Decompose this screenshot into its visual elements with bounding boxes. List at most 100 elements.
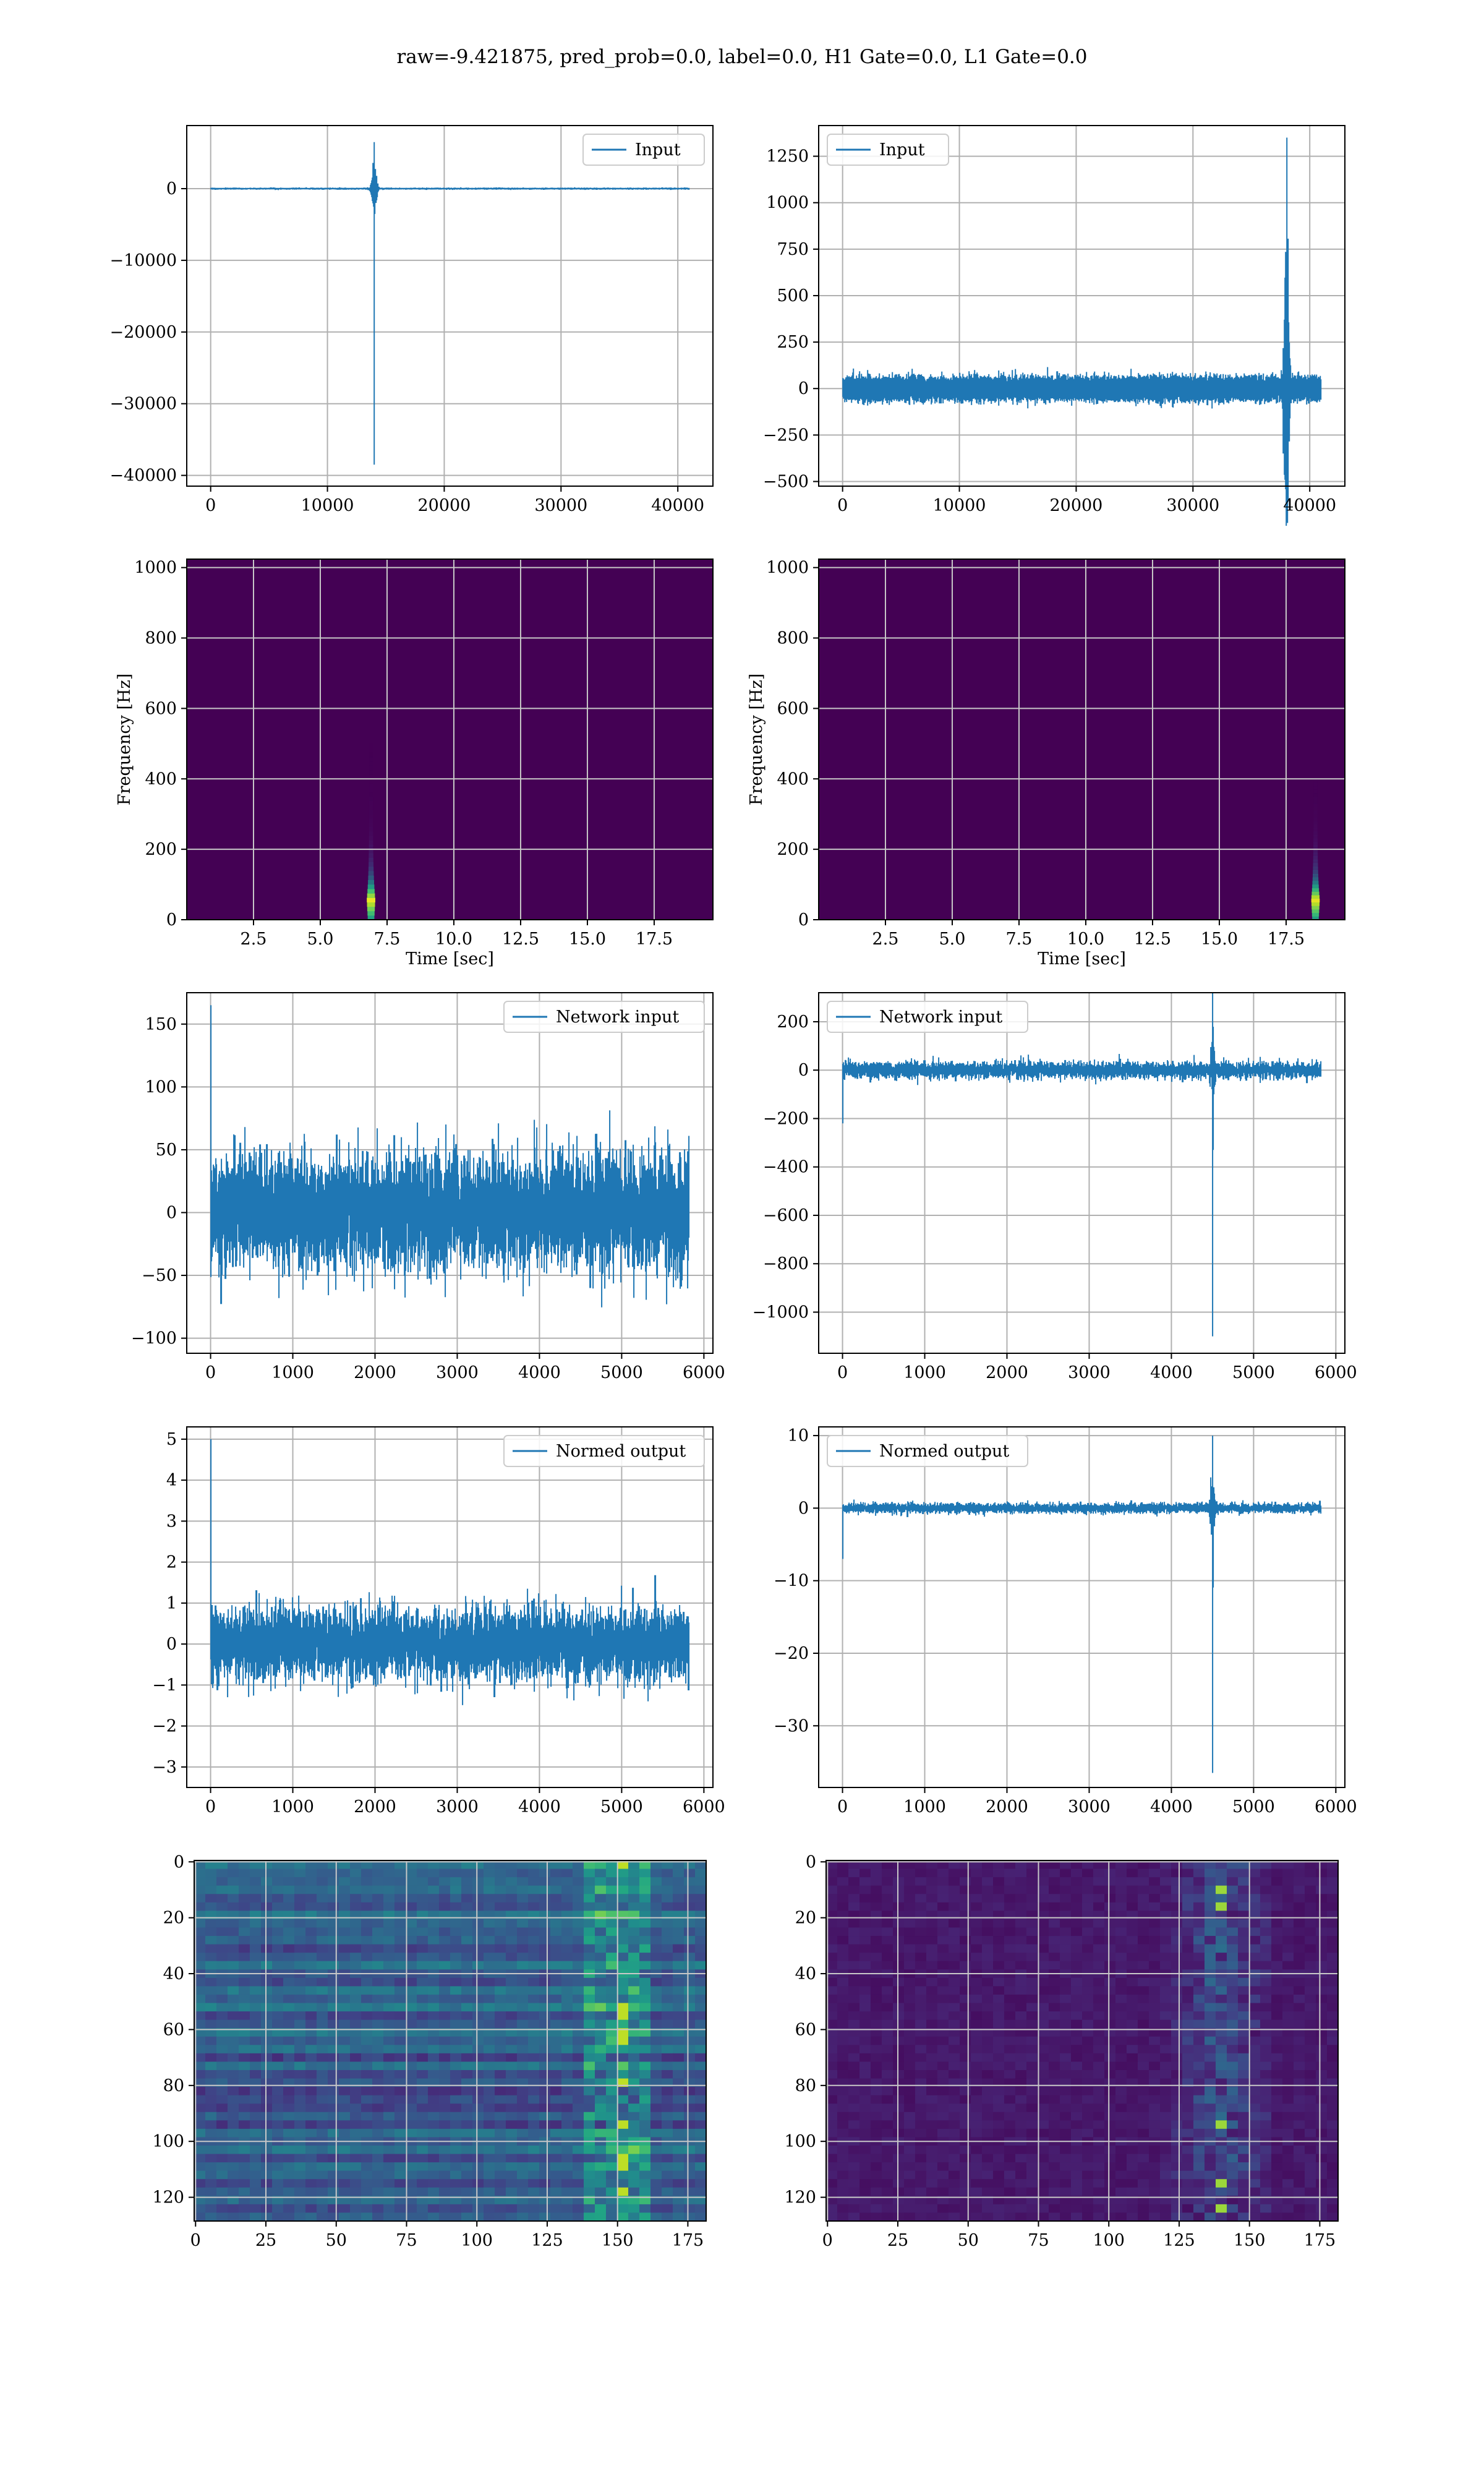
feature-map-cell <box>1160 2003 1172 2012</box>
feature-map-cell <box>1205 2170 1216 2180</box>
feature-map-cell <box>1238 2011 1250 2021</box>
feature-map-cell <box>639 1994 651 2004</box>
feature-map-cell <box>684 1919 696 1928</box>
feature-map-cell <box>1216 2204 1227 2214</box>
feature-map-cell <box>662 2053 673 2062</box>
feature-map-cell <box>539 1977 551 1987</box>
feature-map-cell <box>328 1885 339 1894</box>
feature-map-cell <box>848 1860 860 1870</box>
feature-map-cell <box>317 2120 328 2129</box>
feature-map-cell <box>1160 1944 1172 1953</box>
feature-map-cell <box>350 2154 362 2163</box>
feature-map-cell <box>1004 1877 1016 1886</box>
feature-map-cell <box>1282 1894 1294 1903</box>
feature-map-cell <box>1060 2170 1072 2180</box>
feature-map-cell <box>595 1877 607 1886</box>
x-tick-label: 25 <box>255 2231 276 2250</box>
feature-map-cell <box>904 2112 916 2121</box>
feature-map-cell <box>584 1977 595 1987</box>
feature-map-cell <box>550 2154 562 2163</box>
feature-map-cell <box>1316 2170 1328 2180</box>
feature-map-cell <box>1149 2011 1161 2021</box>
feature-map-cell <box>684 1927 696 1937</box>
y-tick-label: −100 <box>131 1329 177 1348</box>
feature-map-cell <box>937 1902 949 1911</box>
feature-map-cell <box>1160 1919 1172 1928</box>
feature-map-cell <box>1205 1977 1216 1987</box>
feature-map-cell <box>1171 2003 1183 2012</box>
feature-map-cell <box>1060 1919 1072 1928</box>
feature-map-cell <box>1082 2070 1094 2079</box>
feature-map-cell <box>684 2170 696 2180</box>
feature-map-cell <box>428 2104 440 2113</box>
feature-map-cell <box>893 2104 905 2113</box>
feature-map-cell <box>904 2003 916 2012</box>
feature-map-cell <box>926 2145 938 2155</box>
spectrogram-cell <box>369 814 373 819</box>
y-tick-label: 120 <box>152 2188 184 2207</box>
feature-map-cell <box>1282 2212 1294 2222</box>
feature-map-cell <box>461 1927 473 1937</box>
feature-map-cell <box>1082 1977 1094 1987</box>
feature-map-cell <box>871 2112 882 2121</box>
feature-map-cell <box>250 2128 262 2138</box>
feature-map-cell <box>350 2104 362 2113</box>
feature-map-cell <box>228 2145 239 2155</box>
feature-map-cell <box>1060 2112 1072 2121</box>
feature-map-cell <box>904 2104 916 2113</box>
feature-map-cell <box>506 2053 518 2062</box>
feature-map-cell <box>450 2120 462 2129</box>
feature-map-cell <box>960 1936 971 1945</box>
feature-map-cell <box>1004 2154 1016 2163</box>
feature-map-cell <box>394 1953 406 1962</box>
feature-map-cell <box>982 1894 994 1903</box>
feature-map-cell <box>837 2087 849 2096</box>
feature-map-cell <box>1238 1868 1250 1878</box>
feature-map-cell <box>428 2112 440 2121</box>
feature-map-cell <box>1093 2019 1105 2029</box>
feature-map-cell <box>216 1953 228 1962</box>
feature-map-cell <box>1138 2053 1149 2062</box>
feature-map-cell <box>859 1860 871 1870</box>
feature-map-cell <box>1127 1894 1138 1903</box>
feature-map-cell <box>472 2162 484 2172</box>
feature-map-cell <box>904 1894 916 1903</box>
x-tick-label: 100 <box>1093 2231 1125 2250</box>
feature-map-cell <box>394 2036 406 2045</box>
feature-map-cell <box>1115 2179 1127 2188</box>
feature-map-cell <box>673 1961 684 1970</box>
x-tick-label: 20000 <box>1049 496 1102 515</box>
feature-map-cell <box>993 1885 1005 1894</box>
feature-map-cell <box>484 1860 495 1870</box>
feature-map-cell <box>684 2104 696 2113</box>
spectrogram-cell <box>1313 860 1318 864</box>
feature-map-cell <box>695 1936 707 1945</box>
feature-map-cell <box>662 1902 673 1911</box>
feature-map-cell <box>205 1860 217 1870</box>
feature-map-cell <box>1071 2162 1083 2172</box>
feature-map-cell <box>294 1877 306 1886</box>
feature-map-cell <box>350 2112 362 2121</box>
feature-map-cell <box>484 2112 495 2121</box>
feature-map-cell <box>893 2196 905 2205</box>
feature-map-cell <box>662 1868 673 1878</box>
feature-map-cell <box>904 2028 916 2037</box>
feature-map-cell <box>982 1994 994 2004</box>
feature-map-cell <box>294 1902 306 1911</box>
feature-map-cell <box>628 1902 640 1911</box>
feature-map-cell <box>428 2162 440 2172</box>
feature-map-cell <box>406 1927 417 1937</box>
feature-map-cell <box>882 2053 893 2062</box>
feature-map-cell <box>283 2019 295 2029</box>
feature-map-cell <box>904 2154 916 2163</box>
feature-map-cell <box>1193 1953 1205 1962</box>
feature-map-cell <box>506 1953 518 1962</box>
feature-map-cell <box>1060 2028 1072 2037</box>
feature-map-cell <box>205 2120 217 2129</box>
feature-map-cell <box>882 2187 893 2196</box>
feature-map-cell <box>1227 2154 1239 2163</box>
feature-map-cell <box>428 1860 440 1870</box>
spectrogram-cell <box>1311 898 1320 903</box>
spectrogram-cell <box>369 862 374 868</box>
feature-map-cell <box>1082 2145 1094 2155</box>
